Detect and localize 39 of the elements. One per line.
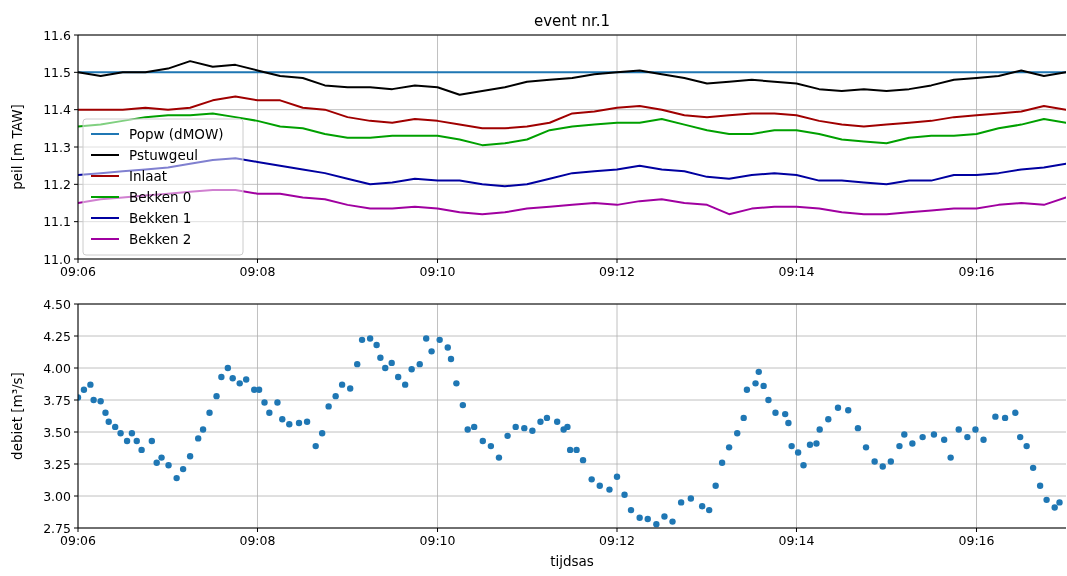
legend-label: Pstuwgeul — [129, 147, 199, 163]
x-tick-label: 09:08 — [239, 533, 276, 548]
x-tick-label: 09:10 — [419, 264, 456, 279]
legend-label: Popw (dMOW) — [129, 126, 224, 142]
y-tick-label: 11.1 — [43, 214, 71, 230]
x-tick-label: 09:08 — [239, 264, 276, 279]
y-tick-label: 11.5 — [43, 64, 71, 80]
legend-label: Bekken 0 — [129, 189, 192, 205]
y-tick-label: 3.75 — [43, 392, 71, 408]
y-tick-label: 11.0 — [43, 251, 72, 267]
y-tick-label: 4.25 — [43, 328, 71, 344]
chart-title: event nr.1 — [533, 12, 611, 30]
y-tick-label: 11.4 — [43, 102, 72, 118]
y-tick-label: 4.50 — [43, 296, 72, 312]
y-tick-label: 11.2 — [43, 176, 71, 192]
legend-label: Bekken 2 — [129, 231, 192, 247]
x-tick-label: 09:14 — [778, 264, 815, 279]
x-tick-label: 09:16 — [958, 264, 995, 279]
x-tick-label: 09:06 — [59, 533, 97, 548]
x-tick-label: 09:10 — [419, 533, 456, 548]
x-tick-label: 09:12 — [598, 264, 636, 279]
x-axis-title: tijdsas — [550, 553, 594, 569]
line-series — [78, 112, 1066, 147]
y-tick-label: 3.50 — [43, 424, 72, 440]
x-tick-label: 09:12 — [598, 533, 636, 548]
legend-label: Inlaat — [129, 168, 168, 184]
x-tick-label: 09:14 — [778, 533, 815, 548]
x-tick-label: 09:06 — [59, 264, 97, 279]
y-tick-label: 11.6 — [43, 27, 72, 43]
x-tick-label: 09:16 — [958, 533, 995, 548]
y-tick-label: 4.00 — [43, 360, 72, 376]
y-tick-label: 3.25 — [43, 456, 71, 472]
y-axis-title: debiet [m³/s] — [9, 372, 25, 460]
y-tick-label: 2.75 — [43, 520, 71, 536]
legend-label: Bekken 1 — [129, 210, 192, 226]
y-axis-title: peil [m TAW] — [9, 104, 25, 190]
y-tick-label: 11.3 — [43, 139, 71, 155]
y-tick-label: 3.00 — [43, 488, 72, 504]
line-series — [78, 95, 1066, 130]
